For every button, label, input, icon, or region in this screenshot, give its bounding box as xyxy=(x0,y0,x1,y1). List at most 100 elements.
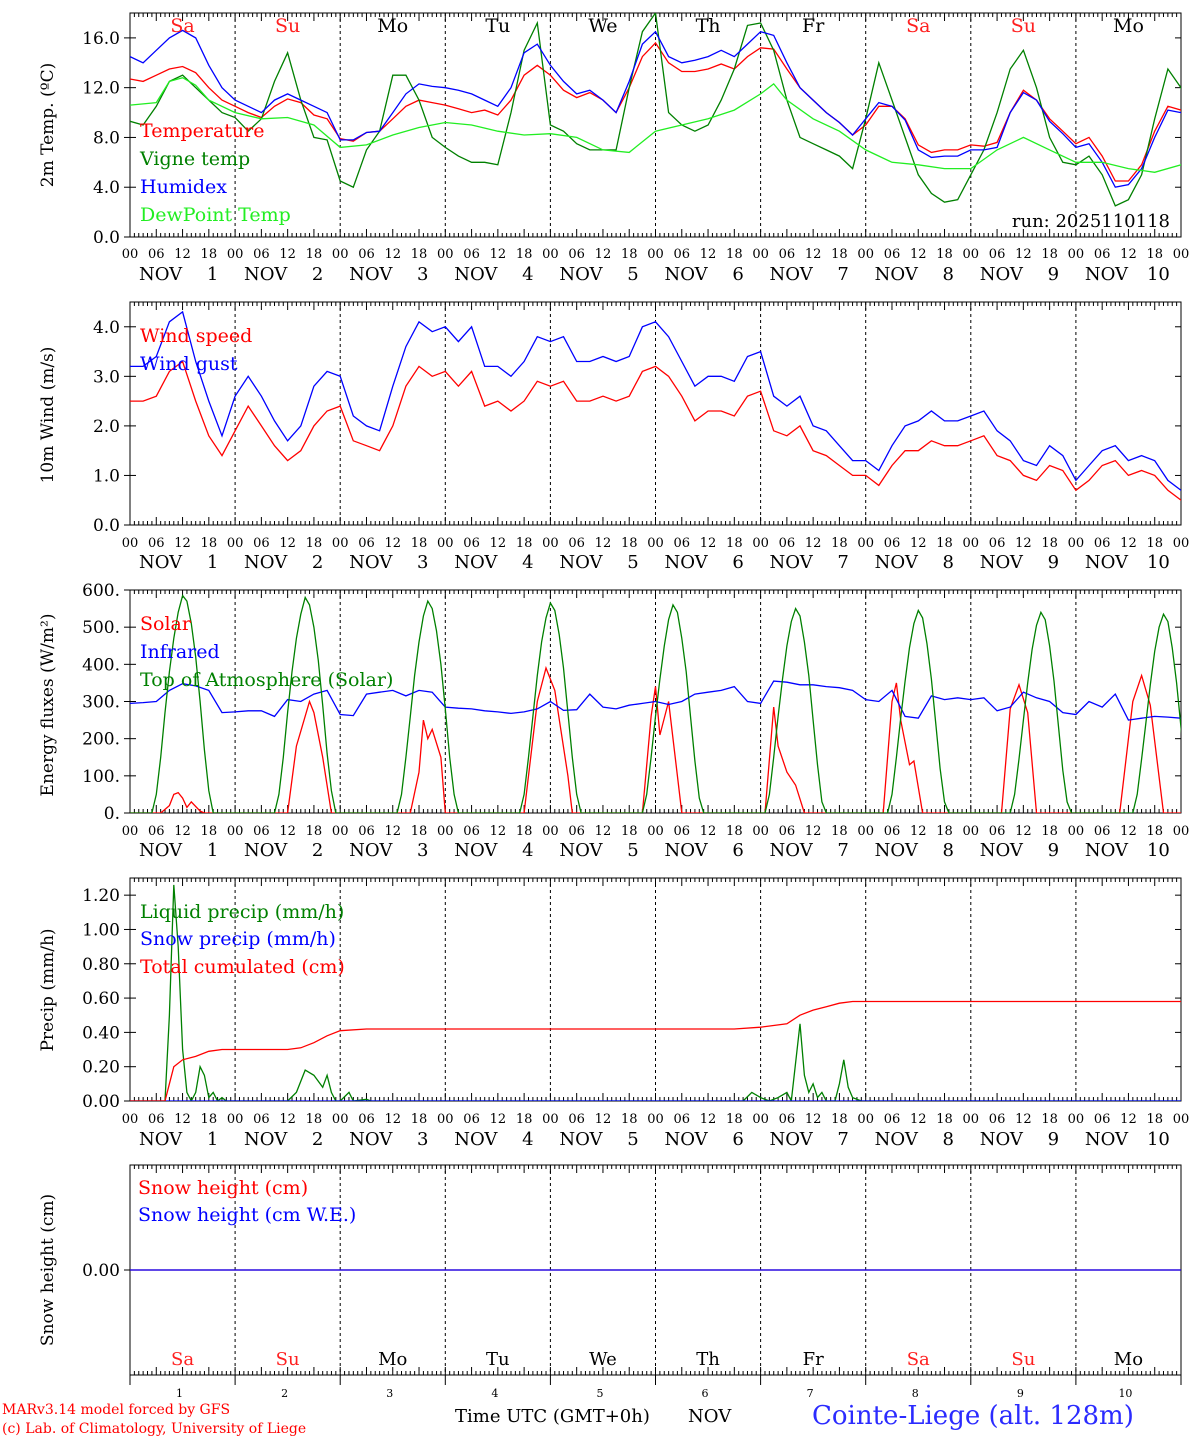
hour-tick-label: 00 xyxy=(1173,247,1190,262)
hour-tick-label: 12 xyxy=(384,247,401,262)
weekday-top-label: We xyxy=(588,15,617,37)
y-tick-label: 100. xyxy=(82,767,120,787)
hour-tick-label: 06 xyxy=(148,536,165,551)
hour-tick-label: 00 xyxy=(963,1112,980,1127)
hour-tick-label: 12 xyxy=(805,824,822,839)
month-label: NOV xyxy=(980,1129,1024,1150)
hour-tick-label: 06 xyxy=(884,1112,901,1127)
weekday-top-label: Th xyxy=(696,15,721,37)
hour-tick-label: 06 xyxy=(1094,247,1111,262)
hour-tick-label: 06 xyxy=(463,536,480,551)
hour-tick-label: 18 xyxy=(201,824,218,839)
y-tick-label: 0.00 xyxy=(82,1092,120,1112)
hour-tick-label: 00 xyxy=(227,247,244,262)
hour-tick-label: 06 xyxy=(358,1112,375,1127)
hour-tick-label: 00 xyxy=(227,824,244,839)
hour-tick-label: 18 xyxy=(516,536,533,551)
weekday-top-label: Su xyxy=(275,15,300,37)
day-number-label: 9 xyxy=(1048,552,1059,573)
y-tick-label: 0.0 xyxy=(93,516,120,536)
y-axis-label: 10m Wind (m/s) xyxy=(38,347,58,484)
weekday-bottom-label: We xyxy=(589,1349,617,1370)
x-axis-label: Time UTC (GMT+0h) xyxy=(455,1406,650,1427)
hour-tick-label: 18 xyxy=(936,824,953,839)
hour-tick-label: 12 xyxy=(279,247,296,262)
hour-tick-label: 12 xyxy=(910,824,927,839)
y-tick-label: 0.60 xyxy=(82,989,120,1009)
hour-tick-label: 18 xyxy=(621,824,638,839)
hour-tick-label: 12 xyxy=(174,536,191,551)
hour-tick-label: 12 xyxy=(595,536,612,551)
y-tick-label: 4.0 xyxy=(93,178,120,198)
month-label: NOV xyxy=(139,840,183,861)
month-label: NOV xyxy=(664,264,708,285)
y-tick-label: 1.00 xyxy=(82,920,120,940)
hour-tick-label: 00 xyxy=(647,1112,664,1127)
month-label: NOV xyxy=(1085,552,1129,573)
month-label: NOV xyxy=(349,264,393,285)
hour-tick-label: 12 xyxy=(174,247,191,262)
hour-tick-label: 06 xyxy=(989,247,1006,262)
month-label: NOV xyxy=(139,264,183,285)
hour-tick-label: 12 xyxy=(1015,536,1032,551)
hour-tick-label: 00 xyxy=(437,1112,454,1127)
month-label: NOV xyxy=(454,840,498,861)
y-tick-label: 2.0 xyxy=(93,417,120,437)
x-axis-month: NOV xyxy=(688,1406,732,1427)
weekday-bottom-label: Su xyxy=(1011,1349,1035,1370)
hour-tick-label: 06 xyxy=(674,247,691,262)
day-number-small: 6 xyxy=(702,1387,709,1400)
hour-tick-label: 18 xyxy=(936,1112,953,1127)
hour-tick-label: 12 xyxy=(595,824,612,839)
hour-tick-label: 18 xyxy=(1041,536,1058,551)
hour-tick-label: 06 xyxy=(779,824,796,839)
month-label: NOV xyxy=(1085,840,1129,861)
y-tick-label: 0.40 xyxy=(82,1023,120,1043)
hour-tick-label: 00 xyxy=(1068,824,1085,839)
day-number-label: 2 xyxy=(312,1129,323,1150)
panel-4: 0.00 0.20 0.40 0.60 0.80 1.00 1.20 Precip (mm/h… xyxy=(38,877,1189,1150)
hour-tick-label: 18 xyxy=(1146,824,1163,839)
day-number-label: 5 xyxy=(627,264,638,285)
y-tick-label: 500. xyxy=(82,618,120,638)
hour-tick-label: 18 xyxy=(411,536,428,551)
series-line-top-of-atmosphere-solar- xyxy=(130,594,1181,813)
day-number-small: 5 xyxy=(596,1387,603,1400)
hour-tick-label: 00 xyxy=(437,247,454,262)
hour-tick-label: 06 xyxy=(463,824,480,839)
day-number-label: 1 xyxy=(207,552,218,573)
day-number-label: 5 xyxy=(627,1129,638,1150)
month-label: NOV xyxy=(770,264,814,285)
hour-tick-label: 00 xyxy=(752,247,769,262)
y-axis-label: Snow height (cm) xyxy=(38,1194,58,1346)
hour-tick-label: 12 xyxy=(279,824,296,839)
hour-tick-label: 18 xyxy=(726,536,743,551)
hour-tick-label: 18 xyxy=(411,1112,428,1127)
y-tick-label: 8.0 xyxy=(93,128,120,148)
series-line-vigne-temp xyxy=(130,13,1181,207)
series-line-wind-speed xyxy=(130,360,1181,501)
hour-tick-label: 00 xyxy=(542,247,559,262)
hour-tick-label: 00 xyxy=(857,824,874,839)
month-label: NOV xyxy=(980,552,1024,573)
hour-tick-label: 12 xyxy=(490,824,507,839)
day-number-label: 2 xyxy=(312,264,323,285)
day-number-small: 9 xyxy=(1017,1387,1024,1400)
day-number-label: 8 xyxy=(943,264,954,285)
weekday-top-label: Sa xyxy=(170,15,194,37)
day-number-small: 10 xyxy=(1118,1387,1132,1400)
month-label: NOV xyxy=(559,1129,603,1150)
legend-wind-speed: Wind speed xyxy=(140,325,252,347)
hour-tick-label: 12 xyxy=(1015,824,1032,839)
panel-1: 0.0 4.0 8.0 12.0 16.0 2m Temp. (ºC) Temperatur… xyxy=(38,12,1190,285)
hour-tick-label: 12 xyxy=(1015,1112,1032,1127)
legend-solar: Solar xyxy=(140,613,192,635)
hour-tick-label: 06 xyxy=(674,1112,691,1127)
day-number-label: 3 xyxy=(417,552,428,573)
station-name: Cointe-Liege (alt. 128m) xyxy=(812,1401,1134,1431)
day-number-label: 7 xyxy=(837,840,848,861)
day-number-label: 7 xyxy=(837,264,848,285)
hour-tick-label: 06 xyxy=(463,247,480,262)
hour-tick-label: 12 xyxy=(1120,536,1137,551)
hour-tick-label: 00 xyxy=(857,1112,874,1127)
